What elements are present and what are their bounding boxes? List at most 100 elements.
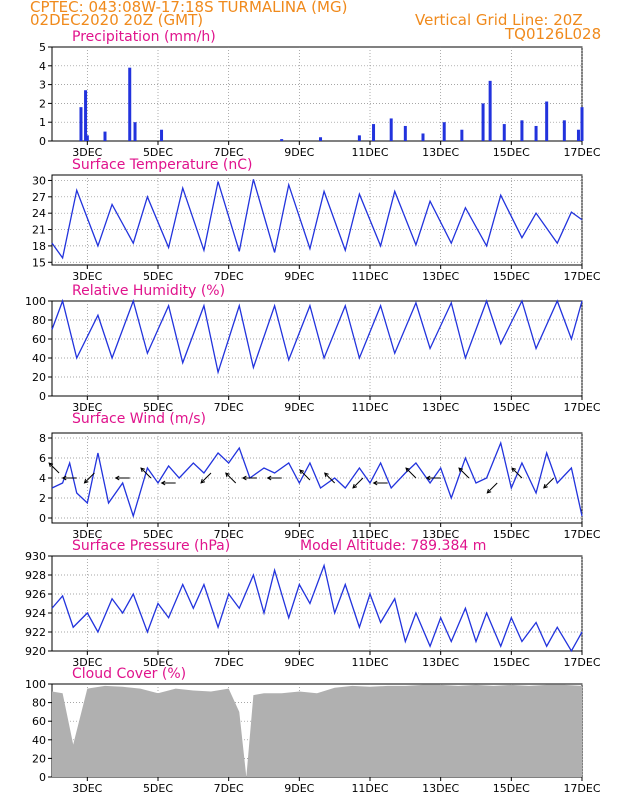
rh-xtick-label: 11DEC	[351, 401, 388, 414]
wind-arrow-head	[324, 472, 329, 478]
wind-xtick-label: 7DEC	[214, 528, 244, 541]
pressure-ytick-label: 920	[25, 645, 46, 658]
cloud-ytick-label: 20	[32, 752, 46, 765]
pressure-ytick-label: 926	[25, 588, 46, 601]
header-date: 02DEC2020 20Z (GMT)	[30, 11, 204, 29]
temp-xtick-label: 15DEC	[493, 270, 530, 283]
precip-bar	[160, 129, 164, 141]
pressure-xtick-label: 3DEC	[72, 656, 102, 669]
pressure-xtick-label: 9DEC	[284, 656, 314, 669]
precip-bar	[481, 103, 485, 141]
wind-xtick-label: 3DEC	[72, 528, 102, 541]
wind-arrow-head	[405, 467, 411, 473]
precip-bar	[133, 122, 137, 141]
precip-xtick-label: 17DEC	[563, 146, 600, 159]
wind-arrow	[84, 472, 95, 484]
precip-xtick-label: 15DEC	[493, 146, 530, 159]
pressure-xtick-label: 15DEC	[493, 656, 530, 669]
rh-xtick-label: 3DEC	[72, 401, 102, 414]
precip-bar	[85, 135, 89, 141]
rh-title: Relative Humidity (%)	[72, 283, 225, 299]
wind-arrow-head	[140, 467, 146, 473]
precip-bar	[488, 80, 492, 141]
precip-bar	[520, 120, 524, 141]
pressure-xtick-label: 17DEC	[563, 656, 600, 669]
precip-xtick-label: 9DEC	[284, 146, 314, 159]
header-location: CPTEC: 043:08W-17:18S TURMALINA (MG)	[30, 0, 348, 16]
wind-ytick-label: 4	[39, 472, 46, 485]
wind-xtick-label: 5DEC	[143, 528, 173, 541]
temp-xtick-label: 13DEC	[422, 270, 459, 283]
pressure-ytick-label: 924	[25, 607, 46, 620]
precip-bar	[103, 131, 107, 141]
rh-line	[51, 298, 583, 375]
wind-arrow	[299, 469, 311, 481]
wind-arrow-head	[425, 475, 431, 481]
pressure-xtick-label: 7DEC	[214, 656, 244, 669]
wind-arrow-head	[83, 478, 89, 484]
wind-xtick-label: 9DEC	[284, 528, 314, 541]
pressure-ytick-label: 922	[25, 626, 46, 639]
wind-arrow	[486, 482, 498, 494]
temp-xtick-label: 11DEC	[351, 270, 388, 283]
precip-bar	[502, 124, 506, 141]
precip-bar	[84, 90, 88, 141]
rh-xtick-label: 15DEC	[493, 401, 530, 414]
cloud-xtick-label: 3DEC	[72, 782, 102, 795]
pressure-line	[51, 563, 583, 653]
cloud-title: Cloud Cover (%)	[72, 666, 186, 682]
temp-ytick-label: 27	[32, 191, 46, 204]
cloud-xtick-label: 13DEC	[422, 782, 459, 795]
wind-arrow-head	[114, 475, 120, 481]
pressure-note: Model Altitude: 789.384 m	[300, 538, 486, 554]
rh-frame	[51, 300, 583, 397]
wind-title: Surface Wind (m/s)	[72, 411, 206, 427]
wind-xtick-label: 11DEC	[351, 528, 388, 541]
temp-ytick-label: 30	[32, 174, 46, 187]
precip-bar	[403, 125, 407, 141]
header: CPTEC: 043:08W-17:18S TURMALINA (MG) 02D…	[0, 0, 618, 42]
rh-ytick-label: 0	[39, 390, 46, 403]
temp-xtick-label: 17DEC	[563, 270, 600, 283]
temp-xtick-label: 3DEC	[72, 270, 102, 283]
precip-ytick-label: 3	[39, 79, 46, 92]
wind-arrow	[458, 467, 470, 479]
precip-bar	[562, 120, 566, 141]
precip-bar	[319, 137, 323, 141]
precip-bar	[79, 107, 83, 141]
precip-xtick-label: 11DEC	[351, 146, 388, 159]
rh-xtick-label: 9DEC	[284, 401, 314, 414]
rh-ytick-label: 20	[32, 371, 46, 384]
wind-arrow	[225, 472, 237, 484]
rh-ytick-label: 100	[25, 295, 46, 308]
wind-arrow-head	[200, 478, 206, 484]
wind-arrow-head	[511, 467, 517, 473]
wind-arrow-head	[160, 480, 166, 486]
temp-ytick-label: 24	[32, 207, 46, 220]
precip-bar	[545, 101, 549, 141]
rh-ytick-label: 60	[32, 333, 46, 346]
wind-arrow-head	[299, 469, 305, 475]
temp-title: Surface Temperature (nC)	[72, 157, 253, 173]
precip-xtick-label: 5DEC	[143, 146, 173, 159]
wind-arrow-head	[225, 472, 230, 478]
precip-bar	[421, 133, 425, 141]
cloud-ytick-label: 0	[39, 771, 46, 784]
precip-bar	[580, 107, 584, 141]
rh-xtick-label: 5DEC	[143, 401, 173, 414]
cloud-xtick-label: 15DEC	[493, 782, 530, 795]
wind-arrow	[200, 472, 212, 484]
pressure-frame	[51, 555, 583, 652]
precip-bar	[372, 124, 376, 141]
cloud-xtick-label: 9DEC	[284, 782, 314, 795]
precip-ytick-label: 2	[39, 97, 46, 110]
temp-ytick-label: 18	[32, 240, 46, 253]
cloud-xtick-label: 17DEC	[563, 782, 600, 795]
wind-arrow	[352, 477, 364, 489]
cloud-xtick-label: 7DEC	[214, 782, 244, 795]
precip-bar	[389, 118, 393, 141]
cloud-xtick-label: 11DEC	[351, 782, 388, 795]
pressure-ytick-label: 928	[25, 569, 46, 582]
pressure-title: Surface Pressure (hPa)	[72, 538, 230, 554]
